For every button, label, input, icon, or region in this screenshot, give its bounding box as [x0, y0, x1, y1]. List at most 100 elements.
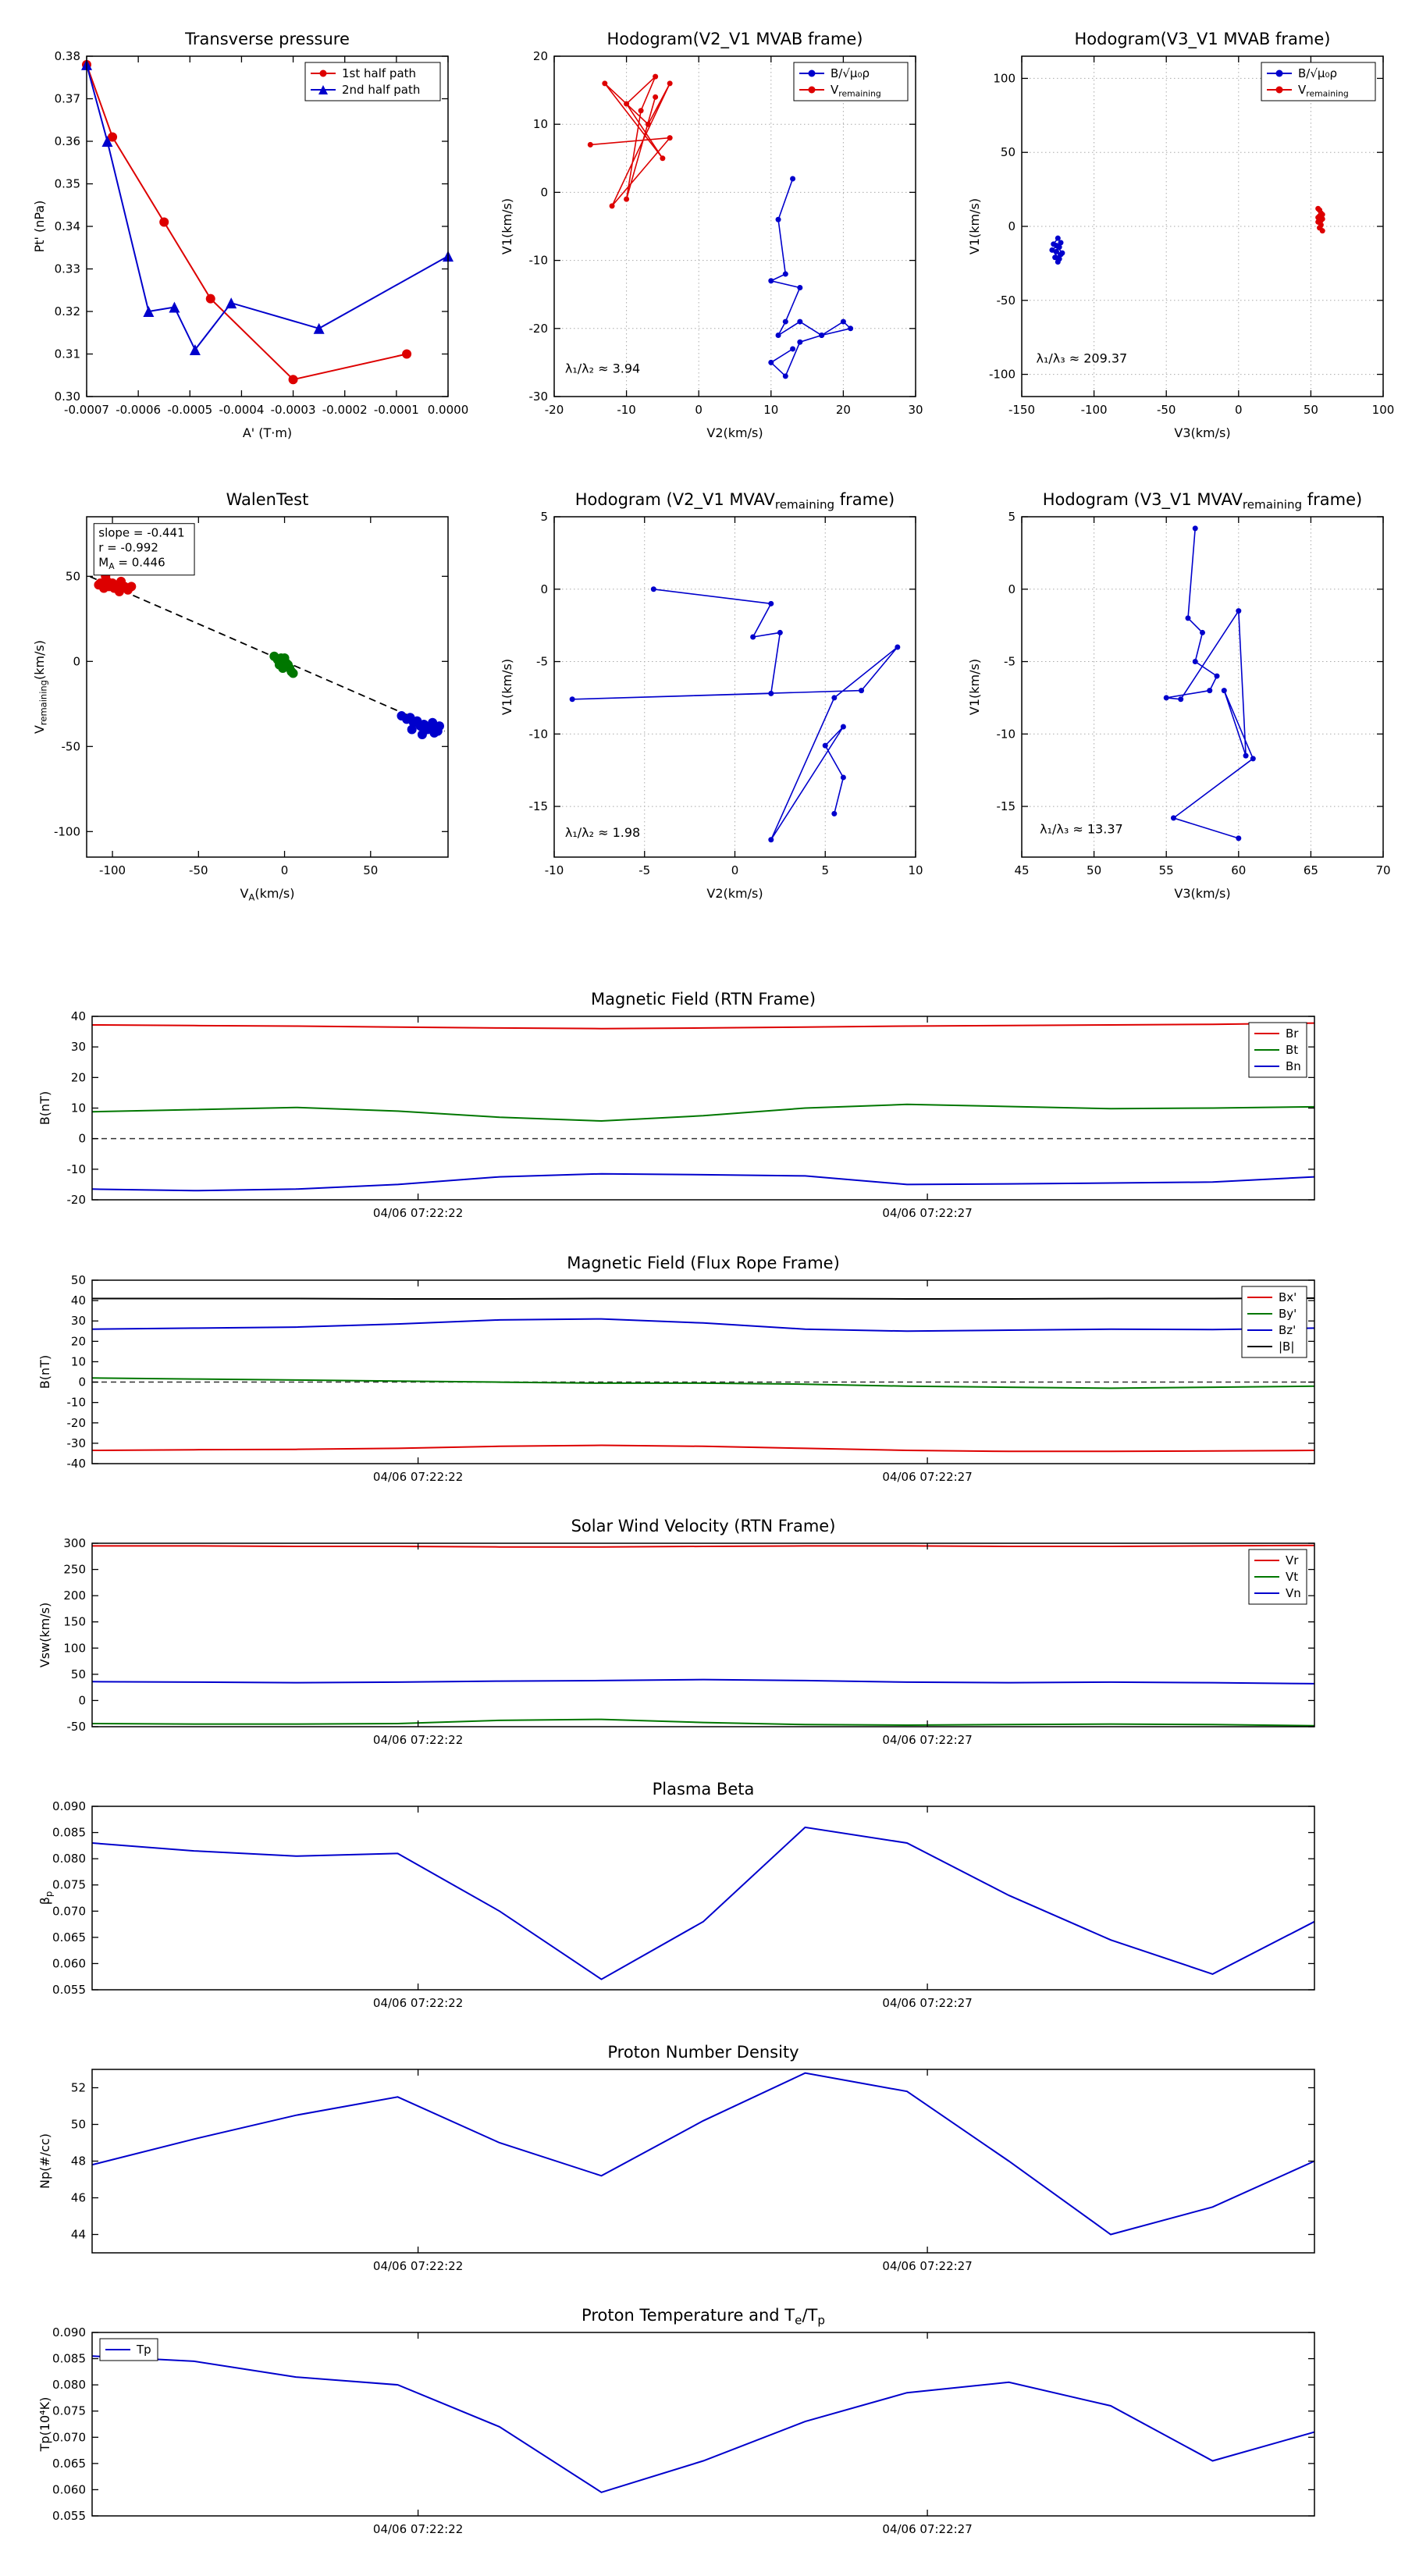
- svg-text:50: 50: [66, 569, 80, 583]
- svg-text:Np(#/cc): Np(#/cc): [37, 2133, 52, 2189]
- svg-text:Transverse pressure: Transverse pressure: [184, 30, 350, 48]
- svg-text:100: 100: [63, 1641, 86, 1655]
- svg-text:5: 5: [1008, 510, 1016, 524]
- svg-text:-20: -20: [545, 403, 564, 417]
- svg-text:0: 0: [731, 863, 739, 877]
- svg-text:-100: -100: [99, 863, 126, 877]
- svg-text:V1(km/s): V1(km/s): [500, 659, 514, 715]
- svg-text:04/06 07:22:22: 04/06 07:22:22: [373, 1996, 463, 2010]
- svg-text:0: 0: [540, 185, 548, 199]
- svg-text:MA = 0.446: MA = 0.446: [98, 556, 165, 571]
- svg-text:0.090: 0.090: [52, 2325, 86, 2339]
- svg-text:0.32: 0.32: [55, 304, 80, 318]
- svg-text:Magnetic Field (Flux Rope Fram: Magnetic Field (Flux Rope Frame): [567, 1254, 840, 1272]
- svg-text:40: 40: [71, 1009, 86, 1023]
- svg-text:45: 45: [1014, 863, 1029, 877]
- svg-text:WalenTest: WalenTest: [226, 490, 309, 509]
- chart-hodogram-v3v1-mvav: 45 50 55 60 65 70 -15 -10 -5 0 5 Hodogram (V3_V1 MV…: [955, 478, 1403, 912]
- svg-text:λ₁/λ₂ ≈ 3.94: λ₁/λ₂ ≈ 3.94: [565, 361, 640, 375]
- svg-text:-50: -50: [67, 1720, 87, 1734]
- svg-text:20: 20: [71, 1070, 86, 1084]
- svg-text:65: 65: [1304, 863, 1318, 877]
- svg-text:46: 46: [71, 2191, 86, 2205]
- svg-text:04/06 07:22:27: 04/06 07:22:27: [882, 1733, 972, 1747]
- svg-text:Bx': Bx': [1279, 1290, 1297, 1304]
- svg-text:-15: -15: [529, 799, 549, 813]
- svg-text:-10: -10: [67, 1396, 87, 1410]
- svg-text:04/06 07:22:22: 04/06 07:22:22: [373, 2259, 463, 2273]
- svg-text:-15: -15: [997, 799, 1016, 813]
- svg-text:04/06 07:22:27: 04/06 07:22:27: [882, 2522, 972, 2536]
- svg-text:-20: -20: [529, 322, 549, 336]
- svg-text:-20: -20: [67, 1193, 87, 1207]
- chart-svg-proton-temperature: 04/06 07:22:22 04/06 07:22:27 0.055 0.060 0.…: [37, 2306, 1315, 2536]
- svg-text:50: 50: [71, 1273, 86, 1287]
- svg-text:100: 100: [1372, 403, 1395, 417]
- panel-magnetic-field-flux-rope: 04/06 07:22:22 04/06 07:22:27 -40 -30 -20 -10…: [14, 1249, 1391, 1507]
- chart-svg-hodogram-v2v1-mvab: -20 -10 0 10 20 30-30-20-1001020Hodogram(V2_V…: [500, 30, 923, 440]
- svg-text:V1(km/s): V1(km/s): [500, 198, 514, 254]
- svg-text:04/06 07:22:22: 04/06 07:22:22: [373, 1206, 463, 1220]
- svg-text:V1(km/s): V1(km/s): [967, 198, 982, 254]
- svg-text:V2(km/s): V2(km/s): [706, 886, 763, 901]
- svg-text:0.34: 0.34: [55, 219, 80, 233]
- svg-text:52: 52: [71, 2081, 86, 2095]
- panel-magnetic-field-rtn: 04/06 07:22:22 04/06 07:22:27 -20 -10 0 10 20 3…: [14, 985, 1391, 1243]
- svg-text:Vremaining(km/s): Vremaining(km/s): [32, 640, 49, 734]
- svg-text:0.090: 0.090: [52, 1799, 86, 1813]
- svg-text:04/06 07:22:27: 04/06 07:22:27: [882, 1996, 972, 2010]
- svg-text:B(nT): B(nT): [37, 1091, 52, 1125]
- svg-text:Hodogram(V3_V1 MVAB frame): Hodogram(V3_V1 MVAB frame): [1075, 30, 1331, 49]
- svg-text:20: 20: [533, 49, 548, 63]
- svg-text:V3(km/s): V3(km/s): [1174, 886, 1230, 901]
- chart-svg-plasma-beta: 04/06 07:22:22 04/06 07:22:27 0.055 0.060 0.…: [37, 1780, 1315, 2010]
- svg-text:0.33: 0.33: [55, 262, 80, 276]
- svg-text:B/√μ₀ρ: B/√μ₀ρ: [1298, 66, 1337, 80]
- svg-text:Vr: Vr: [1286, 1553, 1299, 1567]
- svg-text:Magnetic Field (RTN Frame): Magnetic Field (RTN Frame): [591, 990, 816, 1009]
- svg-text:Vremaining: Vremaining: [831, 83, 881, 98]
- svg-text:0: 0: [1008, 582, 1016, 596]
- svg-text:-30: -30: [529, 390, 549, 404]
- svg-text:-50: -50: [1157, 403, 1176, 417]
- svg-text:-50: -50: [62, 739, 81, 753]
- svg-text:60: 60: [1231, 863, 1246, 877]
- svg-text:-5: -5: [638, 863, 650, 877]
- svg-text:-10: -10: [545, 863, 564, 877]
- svg-text:300: 300: [63, 1536, 86, 1550]
- chart-svg-hodogram-v3v1-mvab: -150 -100 -50 0 50 100 -100 -50 0 50 100 Hodogram(V…: [967, 30, 1395, 440]
- chart-svg-solar-wind-velocity: 04/06 07:22:22 04/06 07:22:27 -50 0 50 100 150…: [37, 1517, 1315, 1747]
- svg-text:Vn: Vn: [1286, 1586, 1301, 1600]
- chart-hodogram-v2v1-mvav: -10 -5 0 5 10 -15 -10 -5 0 5 Hodogram (V2_V1 MVAVr…: [487, 478, 936, 912]
- panel-solar-wind-velocity: 04/06 07:22:22 04/06 07:22:27 -50 0 50 100 150…: [14, 1512, 1391, 1770]
- svg-text:30: 30: [71, 1314, 86, 1328]
- svg-text:-10: -10: [67, 1162, 87, 1176]
- svg-text:0.060: 0.060: [52, 2482, 86, 2496]
- svg-text:0.070: 0.070: [52, 1904, 86, 1918]
- svg-text:50: 50: [363, 863, 378, 877]
- svg-text:50: 50: [71, 1667, 86, 1681]
- svg-text:Bn: Bn: [1286, 1059, 1301, 1073]
- svg-text:0: 0: [78, 1132, 86, 1146]
- chart-hodogram-v2v1-mvab: -20 -10 0 10 20 30 -30 -20 -10 0 10 20 Hodogram(V2_V…: [487, 17, 936, 451]
- svg-text:0.38: 0.38: [55, 49, 80, 63]
- svg-text:44: 44: [71, 2228, 86, 2242]
- svg-text:slope = -0.441: slope = -0.441: [98, 526, 184, 540]
- svg-text:Br: Br: [1286, 1026, 1299, 1041]
- chart-svg-proton-number-density: 04/06 07:22:22 04/06 07:22:27 44 46 48 50 52 Pr…: [37, 2043, 1315, 2273]
- svg-text:200: 200: [63, 1589, 86, 1603]
- svg-text:0.070: 0.070: [52, 2430, 86, 2444]
- svg-text:Vsw(km/s): Vsw(km/s): [37, 1603, 52, 1667]
- svg-text:Vt: Vt: [1286, 1570, 1298, 1584]
- svg-text:Pt' (nPa): Pt' (nPa): [32, 201, 47, 253]
- svg-text:By': By': [1279, 1307, 1297, 1321]
- panel-plasma-beta: 04/06 07:22:22 04/06 07:22:27 0.055 0.060 0.…: [14, 1775, 1391, 2033]
- svg-text:-50: -50: [189, 863, 208, 877]
- svg-text:Proton Temperature and Te/Tp: Proton Temperature and Te/Tp: [582, 2306, 825, 2328]
- svg-text:100: 100: [993, 71, 1016, 85]
- svg-text:Solar Wind Velocity (RTN Frame: Solar Wind Velocity (RTN Frame): [571, 1517, 836, 1535]
- svg-text:0.065: 0.065: [52, 2457, 86, 2471]
- svg-text:0.060: 0.060: [52, 1956, 86, 1970]
- svg-text:04/06 07:22:22: 04/06 07:22:22: [373, 1470, 463, 1484]
- svg-text:0.0000: 0.0000: [428, 403, 468, 417]
